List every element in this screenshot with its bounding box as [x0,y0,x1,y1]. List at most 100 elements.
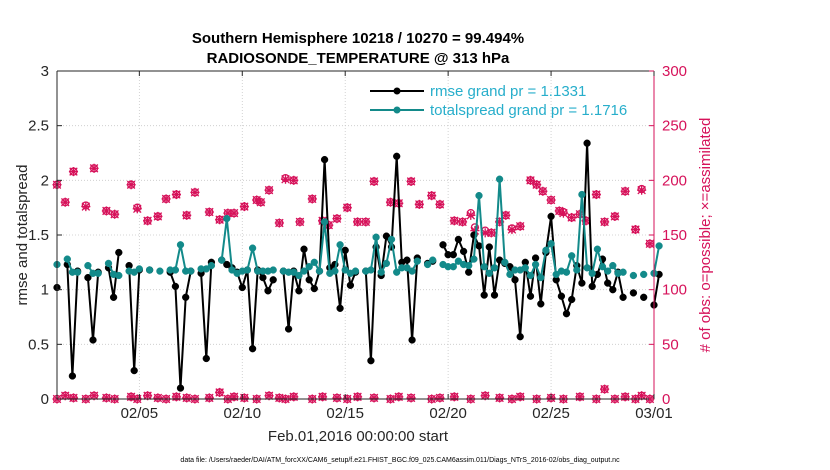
obs-assimilated-point-low [171,392,181,402]
x-tick-label: 03/01 [635,405,673,422]
obs-assimilated-point [457,217,468,227]
spread-point [629,271,638,280]
spread-line [365,236,419,274]
rmse-line [364,155,419,362]
chart-title-line1: Southern Hemisphere 10218 / 10270 = 99.4… [192,30,524,47]
x-tick-label: 02/05 [121,405,159,422]
rmse-line [128,265,141,372]
spread-point [156,267,164,275]
spread-line [283,220,356,277]
obs-assimilated-point-low [495,393,505,403]
y-left-tick-label: 0 [41,391,49,408]
y-right-tick-label: 100 [662,282,687,299]
obs-assimilated-point-low [229,392,239,402]
obs-assimilated-point [161,194,171,204]
rmse-point [640,293,648,301]
obs-assimilated-point [406,176,416,186]
obs-assimilated-point [274,218,284,228]
obs-assimilated-point [414,199,424,209]
obs-assimilated-point [215,215,225,225]
y-left-axis-label: rmse and totalspread [14,165,31,306]
data-file-footer: data file: /Users/raeder/DAI/ATM_forcXX/… [180,457,620,464]
obs-assimilated-point-low [204,393,214,403]
obs-assimilated-point-low [369,393,379,403]
obs-assimilated-point [81,202,91,212]
rmse-line [169,270,192,390]
obs-assimilated-point [60,197,70,207]
spread-point [640,270,648,279]
spread-line [107,262,120,277]
obs-assimilated-point [369,176,379,186]
obs-assimilated-point [239,202,249,212]
obs-assimilated-point [591,189,601,200]
x-ticks: 02/05 02/10 02/15 02/20 02/25 03/01 [121,71,673,422]
legend-spread-marker [393,106,401,114]
obs-assimilated-point [449,216,459,226]
obs-assimilated-point [89,163,99,173]
obs-assimilated-point [153,211,163,221]
spread-line [201,264,212,270]
rmse-line [200,262,213,360]
spread-line [170,243,191,273]
x-axis-label: Feb.01,2016 00:00:00 start [268,428,449,445]
spread-line [128,268,140,274]
y-right-tick-label: 150 [662,227,687,244]
obs-assimilated-point [190,187,200,197]
obs-assimilated-point [352,217,363,227]
obs-assimilated-point [515,221,525,231]
obs-assimilated-point-low [575,392,585,402]
obs-assimilated-point-low [101,393,111,403]
y-left-tick-label: 3 [41,63,49,80]
y-right-tick-label: 250 [662,118,687,135]
y-left-ticks: 0 0.5 1 1.5 2 2.5 3 [28,63,62,408]
x-tick-label: 02/25 [532,405,570,422]
obs-assimilated-point [427,191,437,201]
obs-assimilated-point [525,175,536,185]
y-left-tick-label: 2.5 [28,118,49,135]
spread-line [66,258,78,274]
obs-assimilated-point [507,224,517,235]
obs-assimilated-point [546,195,556,205]
obs-assimilated-point [171,189,181,200]
legend-rmse-label: rmse grand pr = 1.1331 [430,83,586,100]
obs-assimilated-point-low [435,393,445,403]
obs-assimilated-point-low [394,392,404,402]
obs-assimilated-point-low [515,392,525,402]
y-right-tick-label: 200 [662,172,687,189]
spread-point [145,266,154,274]
obs-assimilated-point [332,214,342,224]
obs-assimilated-point [342,203,352,213]
obs-assimilated-point-low [153,393,163,403]
obs-assimilated-point [256,197,266,207]
obs-assimilated-point [486,228,496,238]
spread-line [220,217,274,275]
obs-assimilated-point-low [332,393,342,403]
obs-assimilated-point-low [600,384,610,394]
obs-assimilated-point-low [182,393,192,403]
spread-line [442,178,624,279]
obs-assimilated-point-low [352,392,363,402]
obs-assimilated-point [182,210,192,220]
x-tick-label: 02/20 [429,405,467,422]
legend-spread-label: totalspread grand pr = 1.1716 [430,102,627,119]
spread-line [87,265,99,275]
obs-assimilated-point [620,186,630,196]
obs-assimilated-point [435,199,445,209]
spread-series [53,175,663,282]
obs-assimilated-point [204,207,214,217]
rmse-line [653,274,661,306]
rmse-point [629,289,638,297]
obs-assimilated-point [110,209,120,219]
chart-title-line2: RADIOSONDE_TEMPERATURE @ 313 hPa [207,50,510,67]
obs-assimilated-point [132,204,142,214]
obs-assimilated-point-low [68,393,79,403]
x-tick-label: 02/10 [224,405,262,422]
obs-assimilated-point-low [289,392,299,402]
spread-line [426,259,434,266]
spread-line [653,245,661,274]
rmse-line [66,264,79,377]
obs-assimilated-point [567,212,577,223]
obs-assimilated-point [264,185,274,195]
y-left-tick-label: 1.5 [28,227,49,244]
